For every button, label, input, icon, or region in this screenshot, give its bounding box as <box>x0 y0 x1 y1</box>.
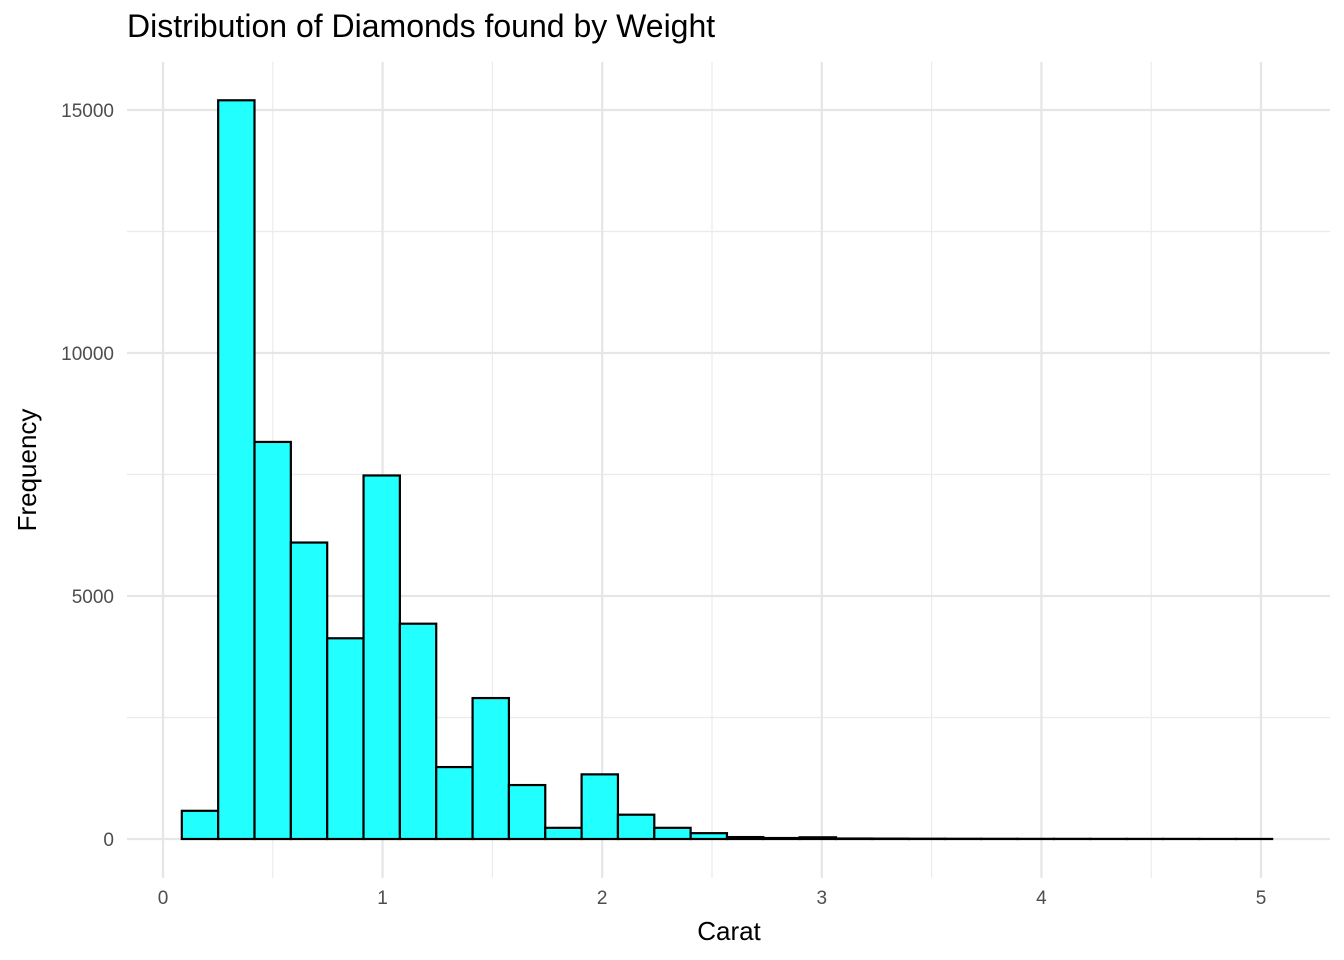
chart-title: Distribution of Diamonds found by Weight <box>127 8 716 44</box>
y-tick-label: 10000 <box>61 344 114 365</box>
histogram-bar <box>180 809 220 841</box>
y-tick-label: 5000 <box>72 587 114 608</box>
histogram-bar <box>762 836 801 841</box>
x-tick-label: 3 <box>817 888 828 909</box>
y-axis-ticks: 0 5000 10000 15000 <box>61 101 114 851</box>
histogram-bar <box>616 813 656 841</box>
x-axis-title: Carat <box>697 916 761 946</box>
histogram-bar <box>217 99 256 841</box>
histogram-bar <box>471 696 511 841</box>
histogram-bars <box>180 99 1274 841</box>
histogram-bar <box>798 836 838 841</box>
x-tick-label: 0 <box>158 888 169 909</box>
histogram-bar <box>398 622 438 841</box>
histogram-bar <box>435 765 474 841</box>
histogram-bar <box>507 783 547 841</box>
x-tick-label: 4 <box>1036 888 1047 909</box>
x-tick-label: 5 <box>1256 888 1267 909</box>
histogram-bar <box>289 541 329 841</box>
x-tick-label: 1 <box>377 888 388 909</box>
histogram-bar <box>253 440 292 841</box>
x-tick-label: 2 <box>597 888 608 909</box>
histogram-bar <box>580 773 620 841</box>
histogram-bar <box>326 637 365 841</box>
y-tick-label: 0 <box>103 830 114 851</box>
minor-gridlines <box>127 62 1330 878</box>
histogram-bar <box>544 826 583 841</box>
y-axis-title: Frequency <box>12 409 42 532</box>
x-axis-ticks: 0 1 2 3 4 5 <box>158 888 1267 909</box>
histogram-bar <box>653 826 692 841</box>
histogram-bar <box>689 832 729 841</box>
y-tick-label: 15000 <box>61 101 114 122</box>
histogram-bar <box>362 474 401 841</box>
histogram-bar <box>725 835 765 841</box>
